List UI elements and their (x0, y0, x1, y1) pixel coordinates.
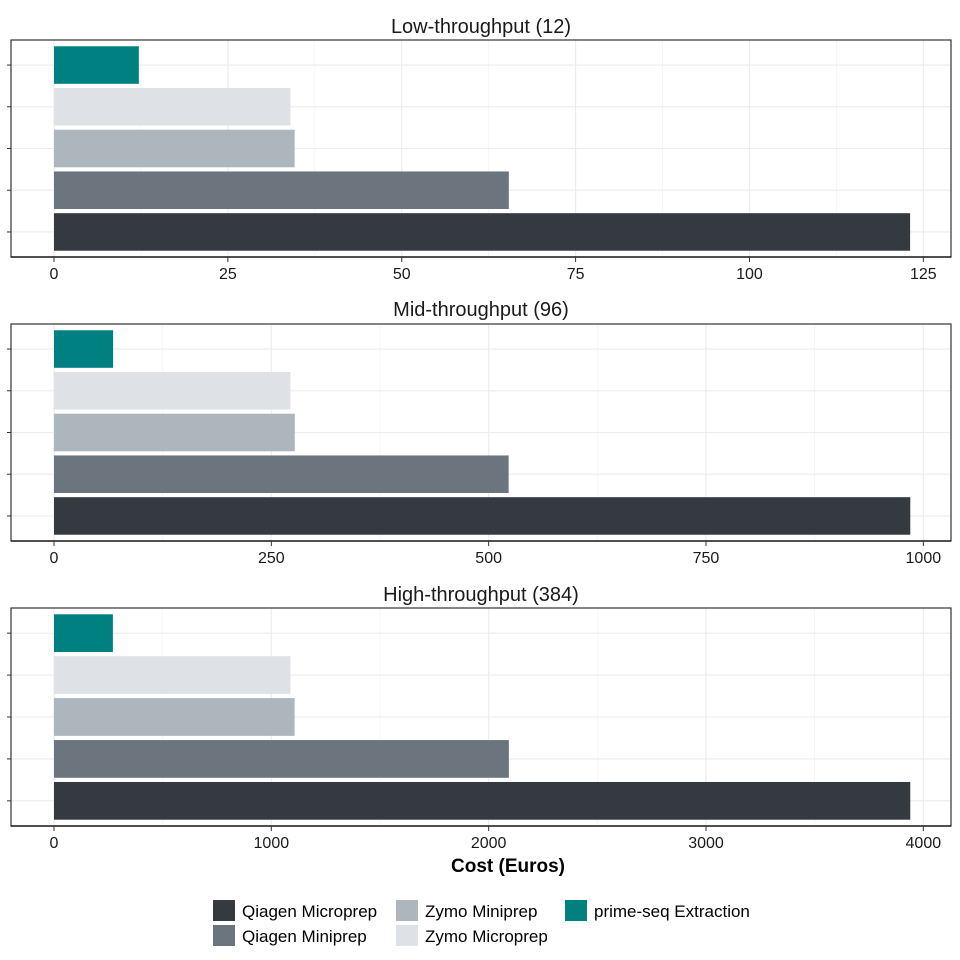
bar-zymo-miniprep (54, 413, 295, 452)
facet-panel-1: Low-throughput (12) 0 25 50 75 100 125 (7, 16, 952, 283)
facet-panel-2: Mid-throughput (96) 0 250 500 750 1000 (7, 299, 952, 567)
x-axis-title: Cost (Euros) (451, 856, 565, 877)
bar-qiagen-microprep (54, 781, 911, 820)
legend-label: prime-seq Extraction (594, 902, 750, 921)
bar-qiagen-microprep (54, 497, 911, 535)
bar-prime-seq-extraction (54, 614, 113, 653)
x-tick-label: 0 (50, 550, 59, 567)
bar-qiagen-miniprep (54, 171, 509, 210)
x-tick-label: 0 (50, 266, 59, 283)
bar-prime-seq-extraction (54, 330, 114, 368)
x-tick-label: 1000 (906, 550, 942, 567)
x-tick-label: 250 (258, 550, 285, 567)
x-tick-label: 125 (910, 266, 937, 283)
bar-qiagen-microprep (54, 213, 911, 251)
bar-prime-seq-extraction (54, 46, 139, 84)
x-tick-label: 2000 (471, 835, 507, 852)
legend: Qiagen Microprep Qiagen Miniprep Zymo Mini… (213, 900, 750, 946)
bar-zymo-microprep (54, 87, 291, 126)
x-tick-label: 1000 (254, 835, 290, 852)
bar-zymo-miniprep (54, 698, 295, 736)
legend-label: Qiagen Microprep (242, 902, 377, 921)
x-tick-label: 3000 (688, 835, 724, 852)
x-tick-label: 500 (475, 550, 502, 567)
legend-label: Zymo Miniprep (425, 902, 537, 921)
bar-zymo-miniprep (54, 129, 295, 168)
bar-qiagen-miniprep (54, 455, 509, 494)
x-tick-label: 0 (50, 835, 59, 852)
legend-swatch (396, 900, 418, 921)
x-tick-label: 100 (736, 266, 763, 283)
panel-title: Mid-throughput (96) (393, 299, 569, 321)
x-tick-label: 25 (219, 266, 237, 283)
bar-qiagen-miniprep (54, 740, 509, 778)
panel-title: Low-throughput (12) (391, 16, 571, 38)
bar-zymo-microprep (54, 656, 291, 694)
facet-panel-3: High-throughput (384) 0 1000 2000 3000 4000 Co… (7, 584, 952, 877)
x-tick-label: 50 (393, 266, 411, 283)
legend-swatch (396, 925, 418, 946)
legend-swatch (213, 925, 235, 946)
panel-title: High-throughput (384) (383, 584, 579, 606)
legend-swatch (565, 900, 587, 921)
legend-swatch (213, 900, 235, 921)
legend-label: Qiagen Miniprep (242, 927, 367, 946)
x-tick-label: 750 (693, 550, 720, 567)
x-tick-label: 75 (567, 266, 585, 283)
bar-zymo-microprep (54, 371, 291, 410)
legend-label: Zymo Microprep (425, 927, 548, 946)
x-tick-label: 4000 (906, 835, 942, 852)
